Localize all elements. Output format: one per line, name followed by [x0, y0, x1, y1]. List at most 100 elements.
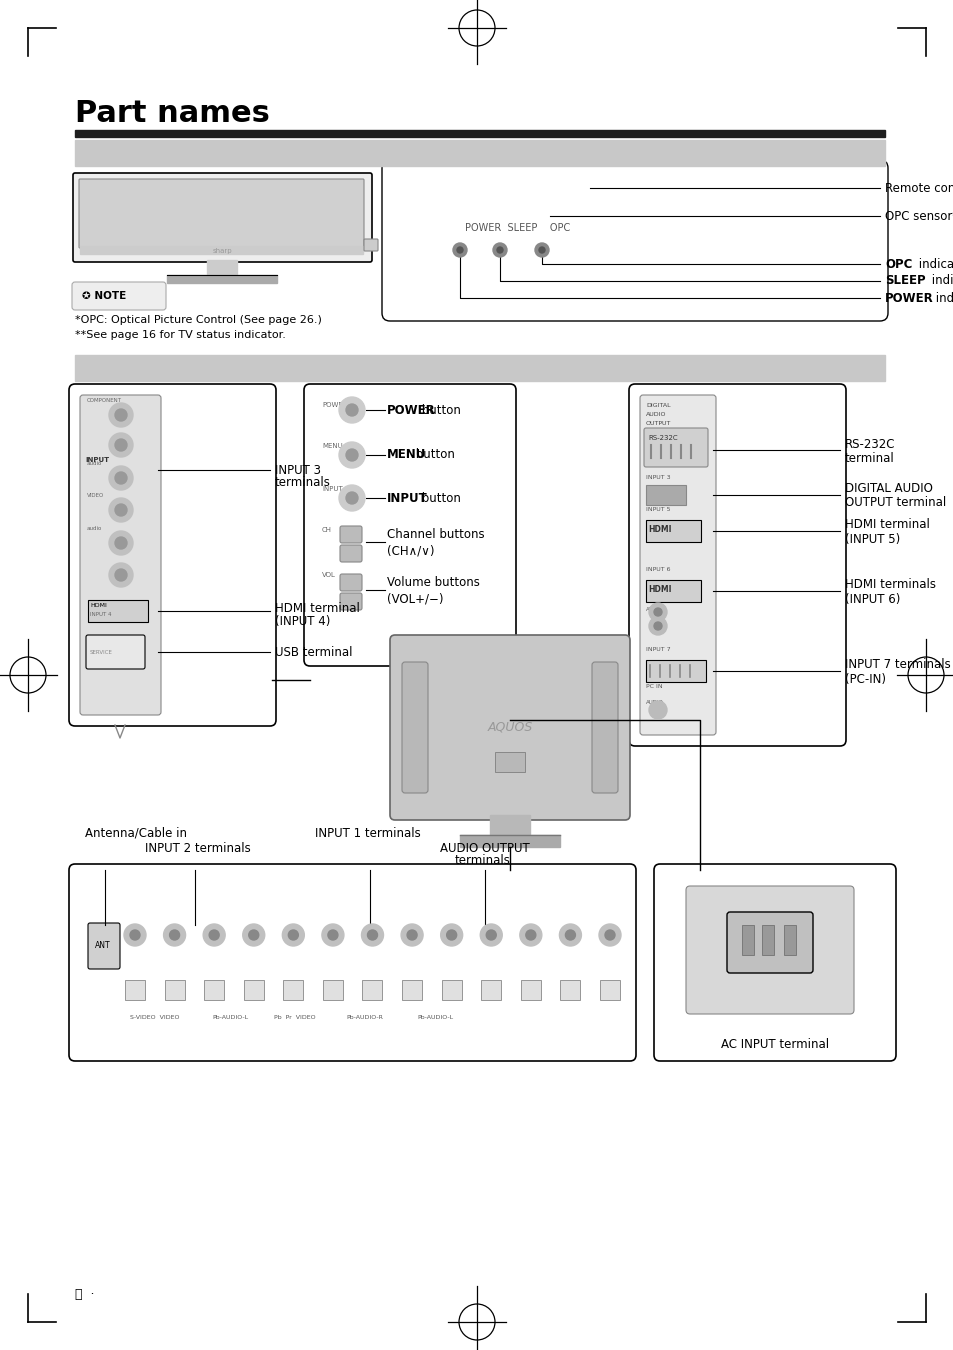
- Text: INPUT 7 terminals: INPUT 7 terminals: [844, 659, 950, 671]
- Circle shape: [648, 701, 666, 720]
- Text: Channel buttons: Channel buttons: [387, 528, 484, 541]
- Bar: [207, 261, 236, 275]
- Circle shape: [115, 568, 127, 580]
- Circle shape: [115, 504, 127, 516]
- Bar: [204, 980, 224, 1000]
- Text: TV (Front): TV (Front): [90, 144, 193, 162]
- Circle shape: [124, 923, 146, 946]
- Text: (VOL+/−): (VOL+/−): [387, 593, 443, 606]
- FancyBboxPatch shape: [643, 428, 707, 467]
- Circle shape: [535, 243, 548, 256]
- Circle shape: [565, 930, 575, 940]
- Text: POWER  SLEEP    OPC: POWER SLEEP OPC: [464, 223, 570, 234]
- Text: HDMI terminal: HDMI terminal: [274, 602, 359, 614]
- Text: HDMI: HDMI: [90, 603, 107, 608]
- FancyBboxPatch shape: [80, 396, 161, 716]
- Circle shape: [538, 247, 544, 252]
- Circle shape: [115, 439, 127, 451]
- Bar: [495, 752, 524, 772]
- Bar: [480, 980, 500, 1000]
- Text: S-VIDEO  VIDEO: S-VIDEO VIDEO: [131, 1015, 179, 1021]
- Circle shape: [115, 537, 127, 549]
- FancyBboxPatch shape: [339, 574, 361, 591]
- FancyBboxPatch shape: [69, 864, 636, 1061]
- Text: POWER: POWER: [884, 292, 933, 305]
- Text: HDMI: HDMI: [647, 525, 671, 535]
- Text: indicator**: indicator**: [931, 292, 953, 305]
- Text: OUTPUT terminal: OUTPUT terminal: [844, 497, 945, 509]
- Text: PC IN: PC IN: [645, 684, 662, 688]
- Text: INPUT 1 terminals: INPUT 1 terminals: [314, 828, 420, 840]
- Circle shape: [654, 622, 661, 630]
- Bar: [783, 925, 795, 954]
- Circle shape: [130, 930, 140, 940]
- Bar: [645, 660, 705, 682]
- Text: POWER: POWER: [322, 402, 347, 408]
- Circle shape: [282, 923, 304, 946]
- Text: HDMI terminal: HDMI terminal: [844, 518, 929, 532]
- Circle shape: [519, 923, 541, 946]
- Text: AUDIO OUTPUT: AUDIO OUTPUT: [439, 842, 529, 855]
- Bar: [459, 836, 559, 846]
- FancyBboxPatch shape: [339, 593, 361, 610]
- Text: USB terminal: USB terminal: [274, 645, 352, 659]
- Circle shape: [346, 450, 357, 460]
- Text: INPUT 5: INPUT 5: [645, 508, 670, 512]
- Circle shape: [558, 923, 580, 946]
- Circle shape: [400, 923, 422, 946]
- Circle shape: [109, 466, 132, 490]
- Circle shape: [109, 531, 132, 555]
- Text: (INPUT 6): (INPUT 6): [844, 593, 900, 606]
- Text: INPUT 2 terminals: INPUT 2 terminals: [145, 842, 251, 855]
- Circle shape: [446, 930, 456, 940]
- Bar: [645, 485, 685, 505]
- Bar: [75, 140, 884, 166]
- Text: Remote control sensor: Remote control sensor: [884, 181, 953, 194]
- Text: Pb-AUDIO-R: Pb-AUDIO-R: [346, 1015, 383, 1021]
- Text: OPC sensor*: OPC sensor*: [884, 209, 953, 223]
- Bar: [490, 815, 530, 836]
- FancyBboxPatch shape: [628, 383, 845, 747]
- Text: audio: audio: [87, 460, 102, 466]
- Bar: [167, 275, 276, 284]
- FancyBboxPatch shape: [381, 161, 887, 321]
- FancyBboxPatch shape: [364, 239, 377, 251]
- Circle shape: [338, 441, 365, 468]
- Bar: [645, 580, 700, 602]
- FancyBboxPatch shape: [71, 282, 166, 310]
- Text: TV (Rear/Side): TV (Rear/Side): [90, 359, 236, 377]
- FancyBboxPatch shape: [86, 634, 145, 670]
- Text: button: button: [417, 491, 460, 505]
- Circle shape: [115, 409, 127, 421]
- FancyBboxPatch shape: [685, 886, 853, 1014]
- FancyBboxPatch shape: [726, 913, 812, 973]
- Circle shape: [115, 472, 127, 485]
- Circle shape: [525, 930, 536, 940]
- Bar: [88, 599, 148, 622]
- Text: OUTPUT: OUTPUT: [645, 421, 671, 427]
- Circle shape: [648, 603, 666, 621]
- Text: button: button: [417, 404, 460, 417]
- Text: (INPUT 5): (INPUT 5): [844, 532, 900, 545]
- Circle shape: [453, 243, 467, 256]
- Text: AQUOS: AQUOS: [487, 721, 532, 733]
- Bar: [283, 980, 303, 1000]
- Circle shape: [479, 923, 501, 946]
- FancyBboxPatch shape: [401, 662, 428, 792]
- Text: INPUT: INPUT: [387, 491, 427, 505]
- Text: MENU: MENU: [322, 443, 342, 450]
- FancyBboxPatch shape: [592, 662, 618, 792]
- Text: AUDIO: AUDIO: [645, 412, 666, 417]
- Text: HDMI terminals: HDMI terminals: [844, 579, 935, 591]
- Circle shape: [338, 397, 365, 423]
- Bar: [599, 980, 619, 1000]
- Text: SERVICE: SERVICE: [90, 649, 112, 655]
- Text: indicator**: indicator**: [914, 258, 953, 270]
- Text: COMPONENT: COMPONENT: [87, 398, 122, 404]
- Text: HDMI: HDMI: [647, 585, 671, 594]
- Text: ⓔ  ·: ⓔ ·: [75, 1288, 94, 1301]
- Bar: [761, 925, 773, 954]
- Circle shape: [288, 930, 298, 940]
- FancyBboxPatch shape: [69, 383, 275, 726]
- Bar: [362, 980, 382, 1000]
